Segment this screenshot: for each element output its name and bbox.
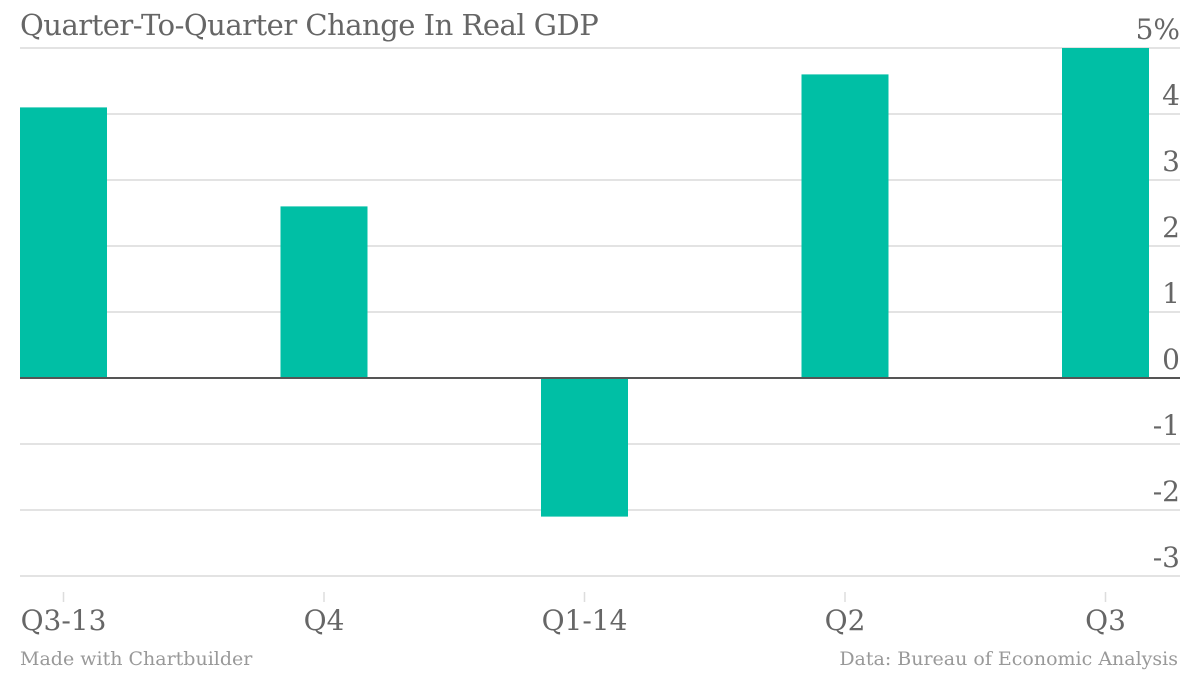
y-tick-label: -1 xyxy=(1153,409,1180,442)
chart-title: Quarter-To-Quarter Change In Real GDP xyxy=(20,8,599,42)
bar-q2 xyxy=(801,74,889,379)
credit-text: Made with Chartbuilder xyxy=(20,648,253,670)
bar-q3-13 xyxy=(20,107,107,379)
x-tick-label: Q3 xyxy=(1085,604,1126,637)
y-tick-label: 0 xyxy=(1162,343,1180,376)
y-tick-label: 3 xyxy=(1162,145,1180,178)
y-tick-label: -3 xyxy=(1153,541,1180,574)
x-axis-ticks: Q3-13 Q4 Q1-14 Q2 Q3 xyxy=(21,592,1126,637)
y-tick-label: 5% xyxy=(1136,13,1180,46)
x-tick-label: Q1-14 xyxy=(542,604,628,637)
y-axis-ticks: 5% 4 3 2 1 0 -1 -2 -3 xyxy=(1136,13,1180,574)
source-text: Data: Bureau of Economic Analysis xyxy=(839,648,1178,670)
bar-q4 xyxy=(280,206,368,378)
x-tick-label: Q2 xyxy=(825,604,866,637)
x-tick-label: Q3-13 xyxy=(21,604,107,637)
y-tick-label: 4 xyxy=(1162,79,1180,112)
y-tick-label: -2 xyxy=(1153,475,1180,508)
bars xyxy=(20,48,1149,517)
bar-q3 xyxy=(1062,48,1149,378)
y-tick-label: 1 xyxy=(1162,277,1180,310)
x-tick-label: Q4 xyxy=(304,604,345,637)
y-tick-label: 2 xyxy=(1162,211,1180,244)
bar-q1-14 xyxy=(541,378,628,517)
